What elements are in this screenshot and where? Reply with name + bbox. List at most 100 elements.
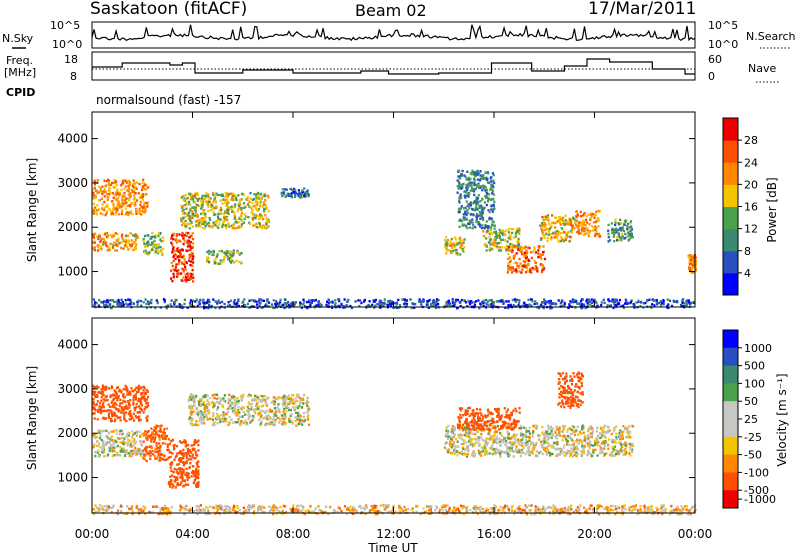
power-cell — [515, 270, 518, 273]
velocity-cell — [185, 452, 188, 455]
power-cell — [614, 298, 618, 301]
velocity-cell — [590, 428, 593, 431]
power-cell — [196, 199, 200, 202]
power-cell — [272, 306, 275, 310]
power-cell — [474, 199, 477, 203]
power-cell — [506, 248, 509, 251]
power-cell — [234, 221, 237, 224]
velocity-cell — [184, 473, 187, 476]
power-cell — [544, 300, 547, 303]
power-cell — [487, 300, 490, 303]
power-cell — [395, 301, 398, 304]
power-cell — [621, 226, 624, 229]
power-cell — [114, 193, 117, 197]
velocity-cell — [154, 436, 157, 439]
velocity-cell — [102, 393, 105, 397]
velocity-cell — [259, 409, 262, 413]
velocity-cell — [137, 417, 140, 420]
power-cell — [469, 177, 472, 180]
power-cell — [672, 299, 675, 302]
velocity-cell — [140, 450, 143, 453]
power-cell — [536, 267, 539, 271]
power-cell — [187, 222, 190, 226]
velocity-cell — [159, 427, 162, 431]
power-cell — [462, 241, 465, 244]
velocity-cell — [550, 436, 553, 439]
velocity-cell — [534, 424, 537, 427]
power-cell — [475, 213, 479, 216]
power-cell — [122, 182, 125, 185]
power-cell — [123, 195, 126, 198]
velocity-cell — [242, 421, 245, 424]
power-cell — [460, 242, 463, 245]
power-cell — [110, 210, 113, 213]
velocity-cell — [190, 475, 193, 478]
velocity-cell — [129, 444, 132, 447]
power-cell — [374, 298, 377, 302]
power-cell — [477, 200, 480, 204]
power-cell — [686, 302, 689, 306]
velocity-cell — [247, 414, 251, 417]
velocity-cell — [283, 401, 287, 404]
velocity-cell — [575, 445, 578, 448]
power-cell — [624, 302, 627, 305]
power-cell — [101, 207, 104, 210]
velocity-cell — [136, 386, 139, 390]
power-cell — [307, 194, 310, 198]
power-cell — [490, 176, 493, 179]
velocity-cell — [554, 448, 557, 451]
velocity-cell — [557, 433, 560, 437]
velocity-cell — [228, 415, 231, 419]
velocity-cell — [108, 446, 111, 450]
power-cell — [486, 225, 490, 228]
power-cell — [473, 173, 476, 176]
velocity-cell — [510, 447, 513, 450]
velocity-cell — [515, 433, 519, 437]
velocity-cell — [257, 398, 260, 401]
power-cell — [172, 255, 175, 259]
power-cell — [186, 245, 190, 248]
velocity-cell — [448, 444, 452, 447]
velocity-cell — [148, 434, 151, 437]
velocity-cell — [629, 454, 632, 457]
power-cell — [156, 249, 159, 252]
velocity-cell — [284, 415, 287, 419]
power-cell — [564, 238, 567, 241]
power-cell — [263, 203, 266, 207]
power-cell — [151, 231, 154, 235]
power-cell — [472, 224, 475, 227]
power-cell — [114, 249, 117, 252]
power-cell — [188, 203, 191, 206]
power-cell — [252, 224, 255, 227]
power-cell — [568, 305, 571, 308]
velocity-cell — [270, 401, 273, 404]
power-cell — [432, 300, 435, 303]
power-cell — [176, 250, 179, 253]
velocity-cell — [453, 452, 456, 456]
velocity-cell — [179, 459, 182, 462]
power-cell — [294, 193, 297, 196]
power-cell — [125, 201, 128, 204]
power-cell — [460, 172, 463, 176]
velocity-cell — [158, 438, 161, 441]
power-cell — [475, 219, 478, 223]
power-cell — [467, 222, 470, 225]
velocity-cell — [143, 434, 146, 437]
power-cell — [196, 222, 199, 225]
power-cell — [455, 298, 458, 302]
velocity-cell — [230, 401, 233, 404]
velocity-cell — [486, 441, 489, 445]
velocity-cell — [273, 407, 277, 410]
power-cell — [472, 190, 475, 193]
power-cell — [492, 179, 495, 182]
velocity-cell — [631, 448, 634, 451]
velocity-cell — [306, 416, 309, 419]
velocity-cell — [544, 435, 547, 438]
velocity-cell — [193, 404, 196, 408]
power-cell — [131, 185, 134, 188]
cpid-label: CPID — [6, 86, 35, 99]
power-cell — [303, 187, 306, 190]
velocity-cell — [197, 473, 200, 476]
velocity-cell — [621, 431, 624, 434]
power-cell — [487, 229, 490, 232]
